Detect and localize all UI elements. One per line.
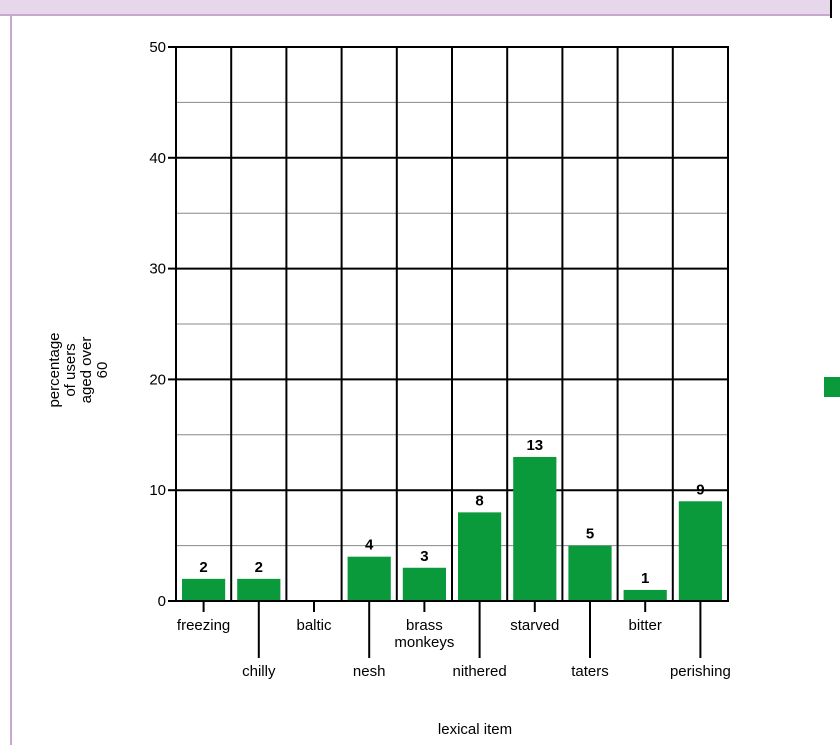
x-tick-label: brass: [406, 617, 443, 634]
y-axis-title-line: of users: [62, 343, 79, 396]
window-top-border: [0, 0, 832, 16]
x-tick-label: taters: [571, 663, 609, 680]
bar: [678, 501, 722, 601]
legend-swatch: [824, 377, 840, 397]
grid-layer: [176, 46, 728, 602]
window-left-border: [10, 14, 12, 745]
y-tick-label: 20: [149, 371, 166, 388]
window-corner-mark: [830, 0, 832, 18]
plot-frame: [175, 46, 729, 602]
y-axis-title-line: 60: [94, 362, 111, 379]
y-tick-label: 0: [158, 593, 166, 610]
x-tick-label: starved: [510, 617, 559, 634]
y-tick-label: 30: [149, 261, 166, 278]
data-label: 1: [641, 570, 649, 587]
y-tick-label: 10: [149, 482, 166, 499]
labels-layer: 2 2 4 3 8 13 5 1 9 0 10 20 30 40 50 freezing chilly balti…: [149, 39, 731, 680]
bar: [568, 545, 612, 601]
x-tick-label: nithered: [452, 663, 506, 680]
data-label: 2: [255, 559, 263, 576]
x-tick-label: perishing: [670, 663, 731, 680]
x-tick-label: bitter: [629, 617, 662, 634]
data-label: 8: [475, 492, 483, 509]
y-axis-title-line: percentage: [46, 332, 63, 407]
bar: [623, 589, 667, 601]
y-tick-label: 50: [149, 39, 166, 56]
x-axis-title: lexical item: [438, 721, 512, 738]
data-label: 4: [365, 537, 374, 554]
bar: [182, 578, 226, 601]
x-tick-label: freezing: [177, 617, 230, 634]
bar: [402, 567, 446, 601]
data-label: 3: [420, 548, 428, 565]
bar: [458, 512, 502, 601]
axes-layer: [168, 46, 729, 658]
y-tick-label: 40: [149, 150, 166, 167]
y-axis-title-line: aged over: [78, 337, 95, 404]
bar: [237, 578, 281, 601]
bars-layer: [182, 456, 722, 601]
data-label: 2: [199, 559, 207, 576]
bar: [513, 456, 557, 601]
data-label: 13: [526, 437, 543, 454]
x-tick-label: nesh: [353, 663, 386, 680]
bar: [347, 556, 391, 601]
data-label: 5: [586, 526, 594, 543]
data-label: 9: [696, 481, 704, 498]
y-axis-title: percentageof usersaged over60: [46, 332, 111, 407]
x-tick-label: chilly: [242, 663, 276, 680]
x-tick-label: monkeys: [394, 634, 454, 651]
x-tick-label: baltic: [296, 617, 332, 634]
